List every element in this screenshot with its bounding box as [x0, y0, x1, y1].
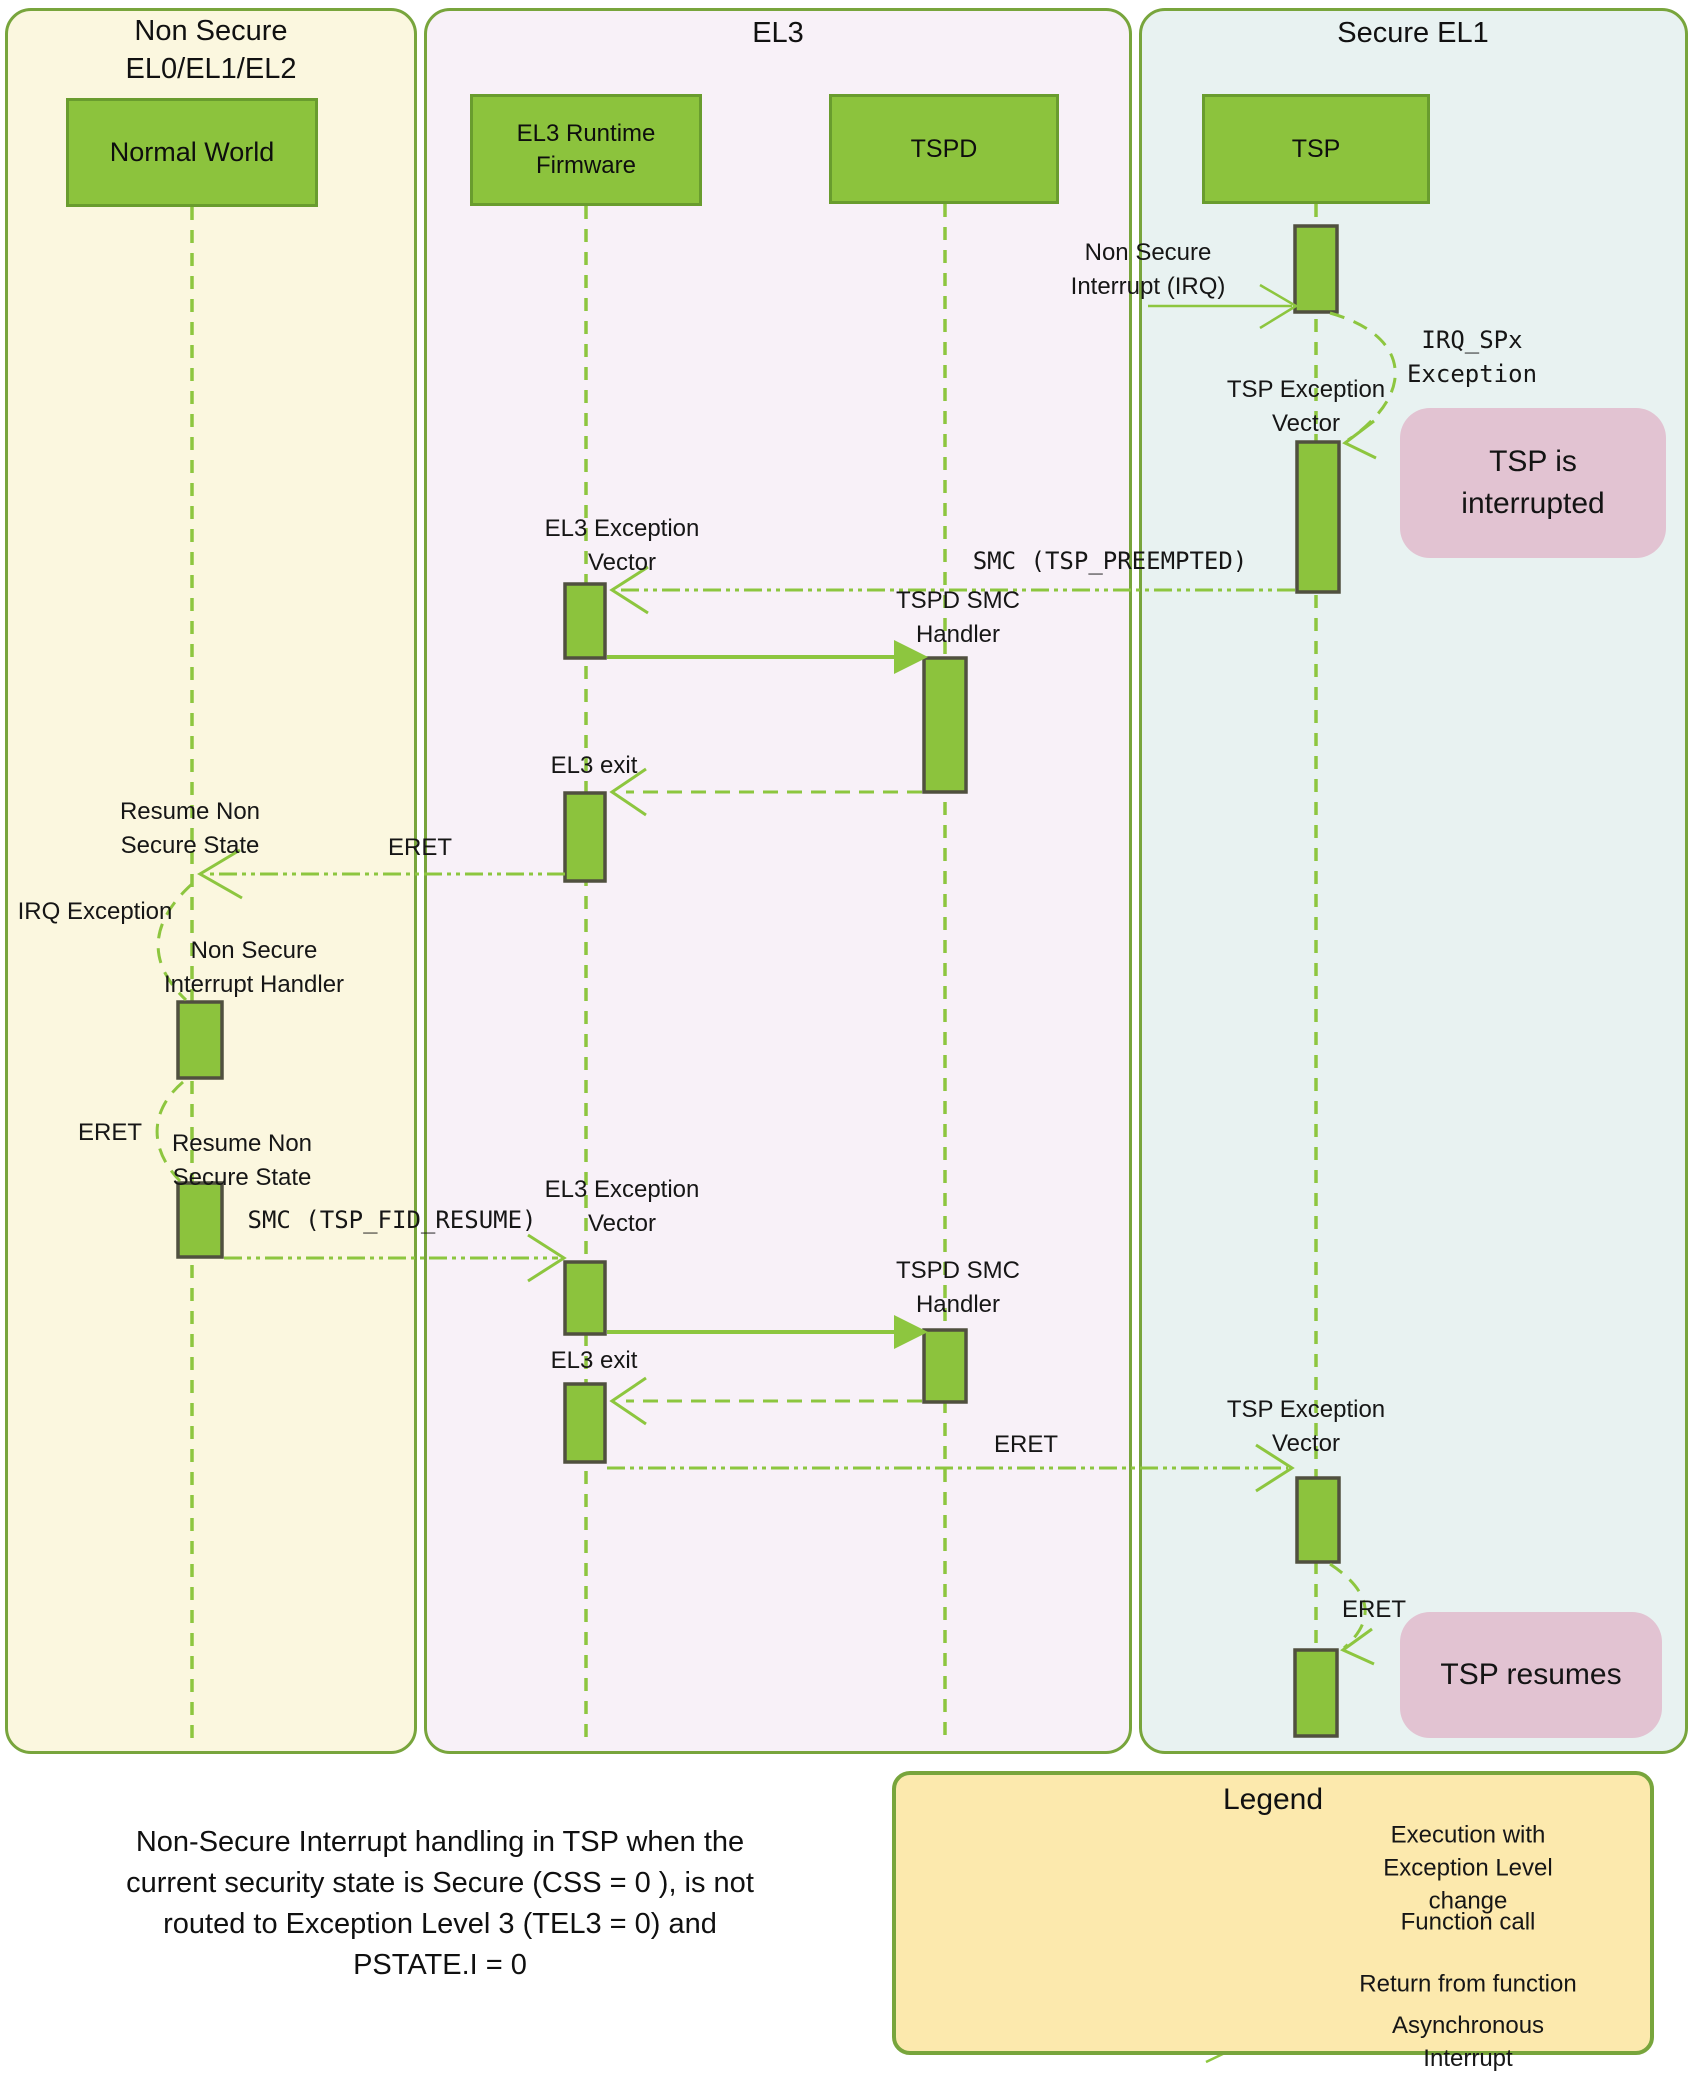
- label-tspd-smc-handler-2: TSPD SMC Handler: [895, 1257, 1021, 1318]
- actor-tspd: TSPD: [829, 94, 1059, 204]
- legend-label-el-change: Execution with Exception Level change: [1383, 1821, 1553, 1915]
- note-tsp-is-interrupted: TSP is interrupted: [1400, 408, 1666, 558]
- label-smc-tsp-preempted: SMC (TSP_PREEMPTED): [972, 547, 1248, 575]
- diagram-caption: Non-Secure Interrupt handling in TSP whe…: [126, 1826, 754, 1981]
- label-tsp-exception-vector-2: TSP Exception Vector: [1226, 1396, 1386, 1457]
- legend-label-function-call: Function call: [1400, 1908, 1536, 1936]
- label-tsp-exception-vector-1: TSP Exception Vector: [1226, 376, 1386, 437]
- label-eret-3: ERET: [993, 1431, 1059, 1458]
- panel-el3: [424, 8, 1132, 1754]
- actor-tsp: TSP: [1202, 94, 1430, 204]
- label-ns-interrupt-handler: Non Secure Interrupt Handler: [163, 937, 345, 998]
- panel-non-secure: [5, 8, 417, 1754]
- label-eret-2: ERET: [77, 1119, 143, 1146]
- actor-normal-world: Normal World: [66, 98, 318, 207]
- label-smc-tsp-fid-resume: SMC (TSP_FID_RESUME): [247, 1206, 537, 1234]
- label-resume-ns-state-2: Resume Non Secure State: [171, 1130, 313, 1191]
- label-el3-exit-2: EL3 exit: [550, 1347, 638, 1374]
- note-tsp-resumes: TSP resumes: [1400, 1612, 1662, 1738]
- label-el3-exit-1: EL3 exit: [550, 752, 638, 779]
- label-el3-exception-vector-2: EL3 Exception Vector: [544, 1176, 700, 1237]
- label-eret-1: ERET: [387, 834, 453, 861]
- legend-label-async-interrupt: Asynchronous Interrupt: [1391, 2012, 1545, 2072]
- label-eret-4: ERET: [1341, 1596, 1407, 1623]
- panel-secure-el1: [1139, 8, 1688, 1754]
- label-resume-ns-state-1: Resume Non Secure State: [119, 798, 261, 859]
- label-el3-exception-vector-1: EL3 Exception Vector: [544, 515, 700, 576]
- panel-title-el3: EL3: [752, 17, 804, 49]
- legend-title: Legend: [1222, 1783, 1324, 1816]
- actor-el3-runtime-firmware: EL3 Runtime Firmware: [470, 94, 702, 206]
- legend-box: [892, 1771, 1654, 2055]
- panel-title-secure-el1: Secure EL1: [1337, 17, 1489, 49]
- label-tspd-smc-handler-1: TSPD SMC Handler: [895, 587, 1021, 648]
- panel-title-non-secure: Non Secure EL0/EL1/EL2: [125, 15, 297, 85]
- label-irq-exception: IRQ Exception: [17, 898, 173, 925]
- label-irq-spx-exception: IRQ_SPx Exception: [1406, 326, 1538, 388]
- legend-label-return: Return from function: [1359, 1970, 1577, 1998]
- label-non-secure-interrupt-irq: Non Secure Interrupt (IRQ): [1070, 239, 1226, 300]
